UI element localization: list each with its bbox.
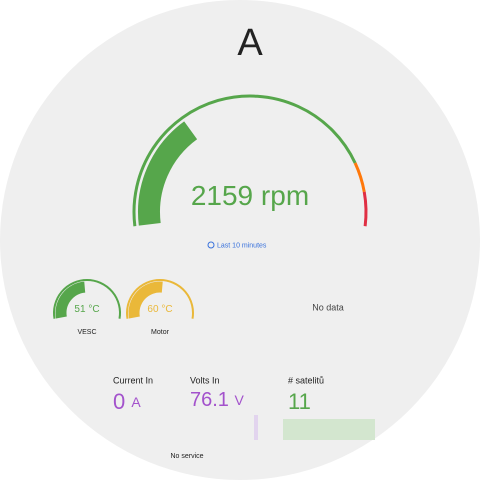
stat-value: 76.1 V [190, 389, 245, 411]
sparkline [283, 419, 375, 440]
stat-label: Volts In [190, 375, 220, 385]
footer: No service [170, 453, 203, 460]
gauge-arc [53, 279, 121, 319]
stat-value: 11 [288, 389, 311, 414]
no-data: No data [312, 302, 344, 312]
stat-label: Current In [113, 375, 153, 385]
gauge-arc [126, 279, 194, 319]
gauge-arc [353, 162, 366, 193]
time-range: Last 10 minutes [217, 242, 267, 249]
vesc-label: VESC [77, 329, 96, 336]
gauge-arc [138, 121, 198, 226]
gauge-arc [128, 281, 163, 319]
motor-label: Motor [151, 329, 170, 336]
motor-temp: 60 °C [147, 304, 172, 315]
sparkline [254, 415, 258, 440]
gauge-arc [132, 94, 357, 227]
gauges [53, 94, 368, 319]
title: A [237, 22, 263, 64]
clock-icon [207, 241, 215, 249]
stat-label: # satelitů [288, 375, 324, 385]
main-gauge-value: 2159 rpm [191, 180, 309, 211]
vesc-temp: 51 °C [74, 304, 99, 315]
stat-value: 0 A [113, 389, 141, 414]
gauge-arc [55, 281, 86, 319]
gauge-arc [362, 191, 368, 227]
